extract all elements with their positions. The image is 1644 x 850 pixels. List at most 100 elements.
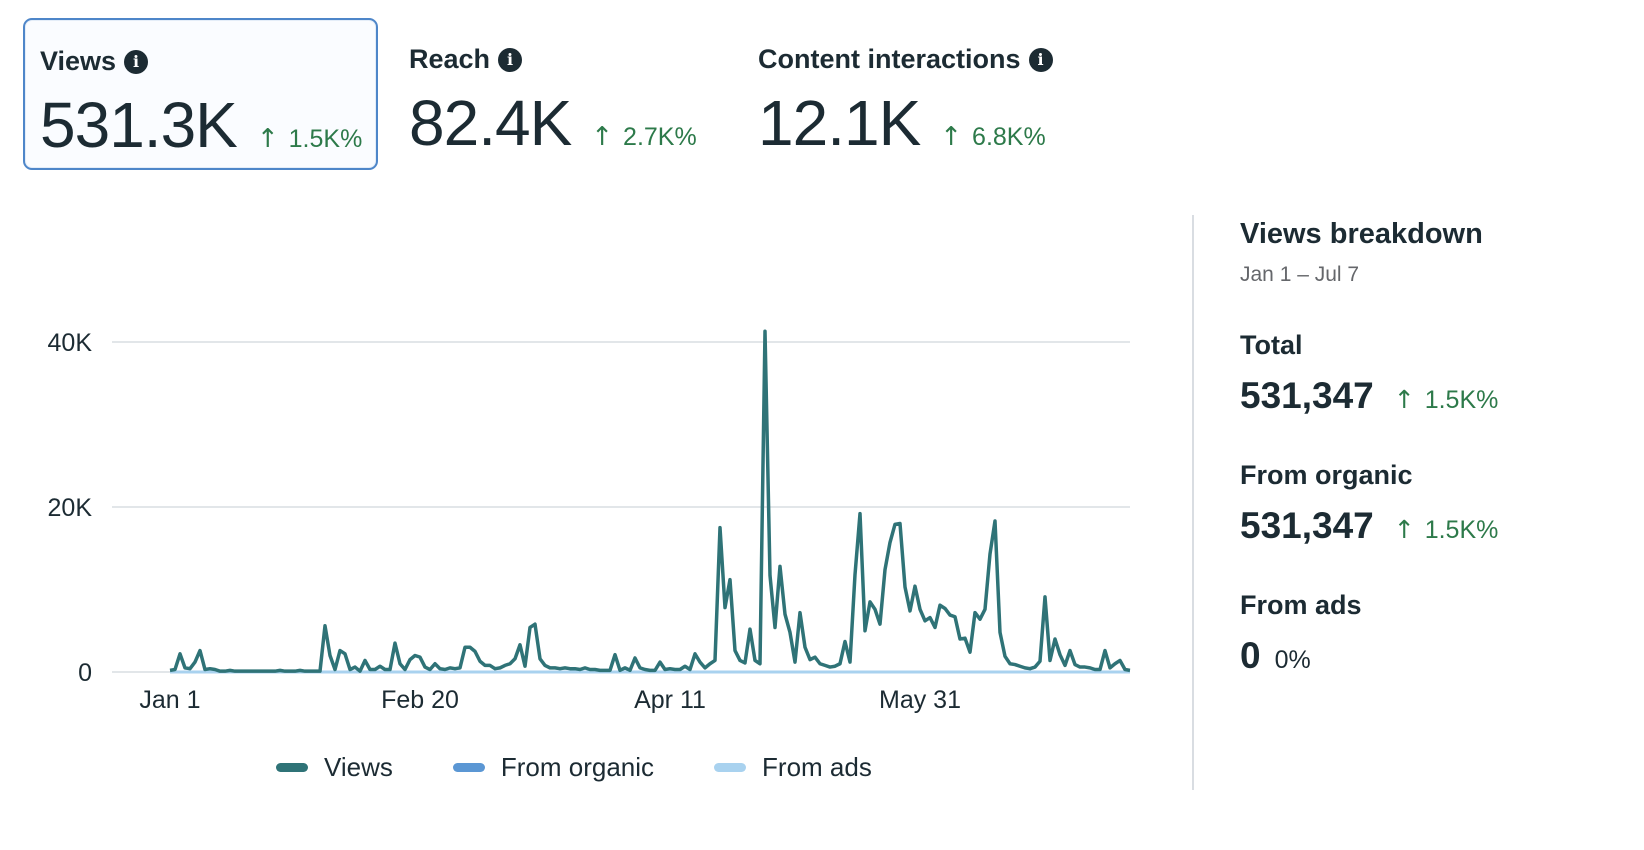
data-point-views[interactable] <box>488 663 492 667</box>
data-point-views[interactable] <box>398 662 402 666</box>
data-point-views[interactable] <box>1033 665 1037 669</box>
data-point-views[interactable] <box>693 652 697 656</box>
legend-item-from-ads[interactable]: From ads <box>714 752 872 783</box>
data-point-views[interactable] <box>623 666 627 670</box>
data-point-views[interactable] <box>788 630 792 634</box>
data-point-views[interactable] <box>1103 649 1107 653</box>
data-point-views[interactable] <box>283 669 287 673</box>
data-point-views[interactable] <box>1003 654 1007 658</box>
data-point-views[interactable] <box>478 659 482 663</box>
data-point-views[interactable] <box>858 512 862 516</box>
data-point-views[interactable] <box>808 658 812 662</box>
data-point-views[interactable] <box>723 606 727 610</box>
data-point-views[interactable] <box>718 526 722 530</box>
data-point-views[interactable] <box>563 666 567 670</box>
data-point-views[interactable] <box>803 645 807 649</box>
data-point-views[interactable] <box>168 668 172 672</box>
data-point-views[interactable] <box>703 666 707 670</box>
data-point-views[interactable] <box>463 645 467 649</box>
data-point-views[interactable] <box>698 660 702 664</box>
data-point-views[interactable] <box>1058 653 1062 657</box>
data-point-views[interactable] <box>1063 663 1067 667</box>
data-point-views[interactable] <box>838 662 842 666</box>
data-point-views[interactable] <box>613 653 617 657</box>
data-point-views[interactable] <box>1013 663 1017 667</box>
info-icon[interactable]: i <box>498 47 523 72</box>
data-point-views[interactable] <box>533 622 537 626</box>
data-point-views[interactable] <box>913 584 917 588</box>
data-point-views[interactable] <box>983 607 987 611</box>
data-point-views[interactable] <box>293 669 297 673</box>
data-point-views[interactable] <box>548 666 552 670</box>
info-icon[interactable]: i <box>124 49 149 74</box>
data-point-views[interactable] <box>543 663 547 667</box>
data-point-views[interactable] <box>778 564 782 568</box>
data-point-views[interactable] <box>588 668 592 672</box>
data-point-views[interactable] <box>798 611 802 615</box>
data-point-views[interactable] <box>1088 666 1092 670</box>
data-point-views[interactable] <box>748 627 752 631</box>
data-point-views[interactable] <box>343 652 347 656</box>
data-point-views[interactable] <box>903 585 907 589</box>
data-point-views[interactable] <box>523 664 527 668</box>
data-point-views[interactable] <box>973 611 977 615</box>
data-point-views[interactable] <box>453 667 457 671</box>
data-point-views[interactable] <box>1023 666 1027 670</box>
data-point-views[interactable] <box>278 668 282 672</box>
data-point-views[interactable] <box>373 668 377 672</box>
data-point-views[interactable] <box>603 668 607 672</box>
data-point-views[interactable] <box>818 662 822 666</box>
data-point-views[interactable] <box>948 613 952 617</box>
data-point-views[interactable] <box>1018 664 1022 668</box>
data-point-views[interactable] <box>393 641 397 645</box>
data-point-views[interactable] <box>258 669 262 673</box>
data-point-views[interactable] <box>893 522 897 526</box>
data-point-views[interactable] <box>923 619 927 623</box>
data-point-views[interactable] <box>713 658 717 662</box>
data-point-views[interactable] <box>218 669 222 673</box>
data-point-views[interactable] <box>233 669 237 673</box>
data-point-views[interactable] <box>318 669 322 673</box>
data-point-views[interactable] <box>888 540 892 544</box>
data-point-views[interactable] <box>383 668 387 672</box>
data-point-views[interactable] <box>753 658 757 662</box>
data-point-views[interactable] <box>1098 668 1102 672</box>
data-point-views[interactable] <box>943 606 947 610</box>
data-point-views[interactable] <box>493 667 497 671</box>
data-point-views[interactable] <box>418 655 422 659</box>
data-point-views[interactable] <box>828 665 832 669</box>
data-point-views[interactable] <box>358 669 362 673</box>
data-point-views[interactable] <box>938 603 942 607</box>
data-point-views[interactable] <box>868 600 872 604</box>
data-point-views[interactable] <box>528 625 532 629</box>
data-point-views[interactable] <box>683 664 687 668</box>
data-point-views[interactable] <box>963 636 967 640</box>
data-point-views[interactable] <box>878 622 882 626</box>
data-point-views[interactable] <box>663 668 667 672</box>
data-point-views[interactable] <box>898 522 902 526</box>
data-point-views[interactable] <box>1053 637 1057 641</box>
data-point-views[interactable] <box>413 654 417 658</box>
data-point-views[interactable] <box>928 616 932 620</box>
data-point-views[interactable] <box>1123 668 1127 672</box>
data-point-views[interactable] <box>1038 659 1042 663</box>
data-point-views[interactable] <box>268 669 272 673</box>
data-point-views[interactable] <box>403 668 407 672</box>
data-point-views[interactable] <box>743 661 747 665</box>
data-point-views[interactable] <box>1078 665 1082 669</box>
data-point-views[interactable] <box>933 625 937 629</box>
data-point-views[interactable] <box>508 662 512 666</box>
data-point-views[interactable] <box>473 649 477 653</box>
data-point-views[interactable] <box>668 667 672 671</box>
data-point-views[interactable] <box>598 668 602 672</box>
data-point-views[interactable] <box>978 617 982 621</box>
data-point-views[interactable] <box>768 573 772 577</box>
data-point-views[interactable] <box>1048 658 1052 662</box>
data-point-views[interactable] <box>773 625 777 629</box>
data-point-views[interactable] <box>213 668 217 672</box>
data-point-views[interactable] <box>328 654 332 658</box>
data-point-views[interactable] <box>863 629 867 633</box>
data-point-views[interactable] <box>253 669 257 673</box>
data-point-views[interactable] <box>793 660 797 664</box>
data-point-views[interactable] <box>323 624 327 628</box>
